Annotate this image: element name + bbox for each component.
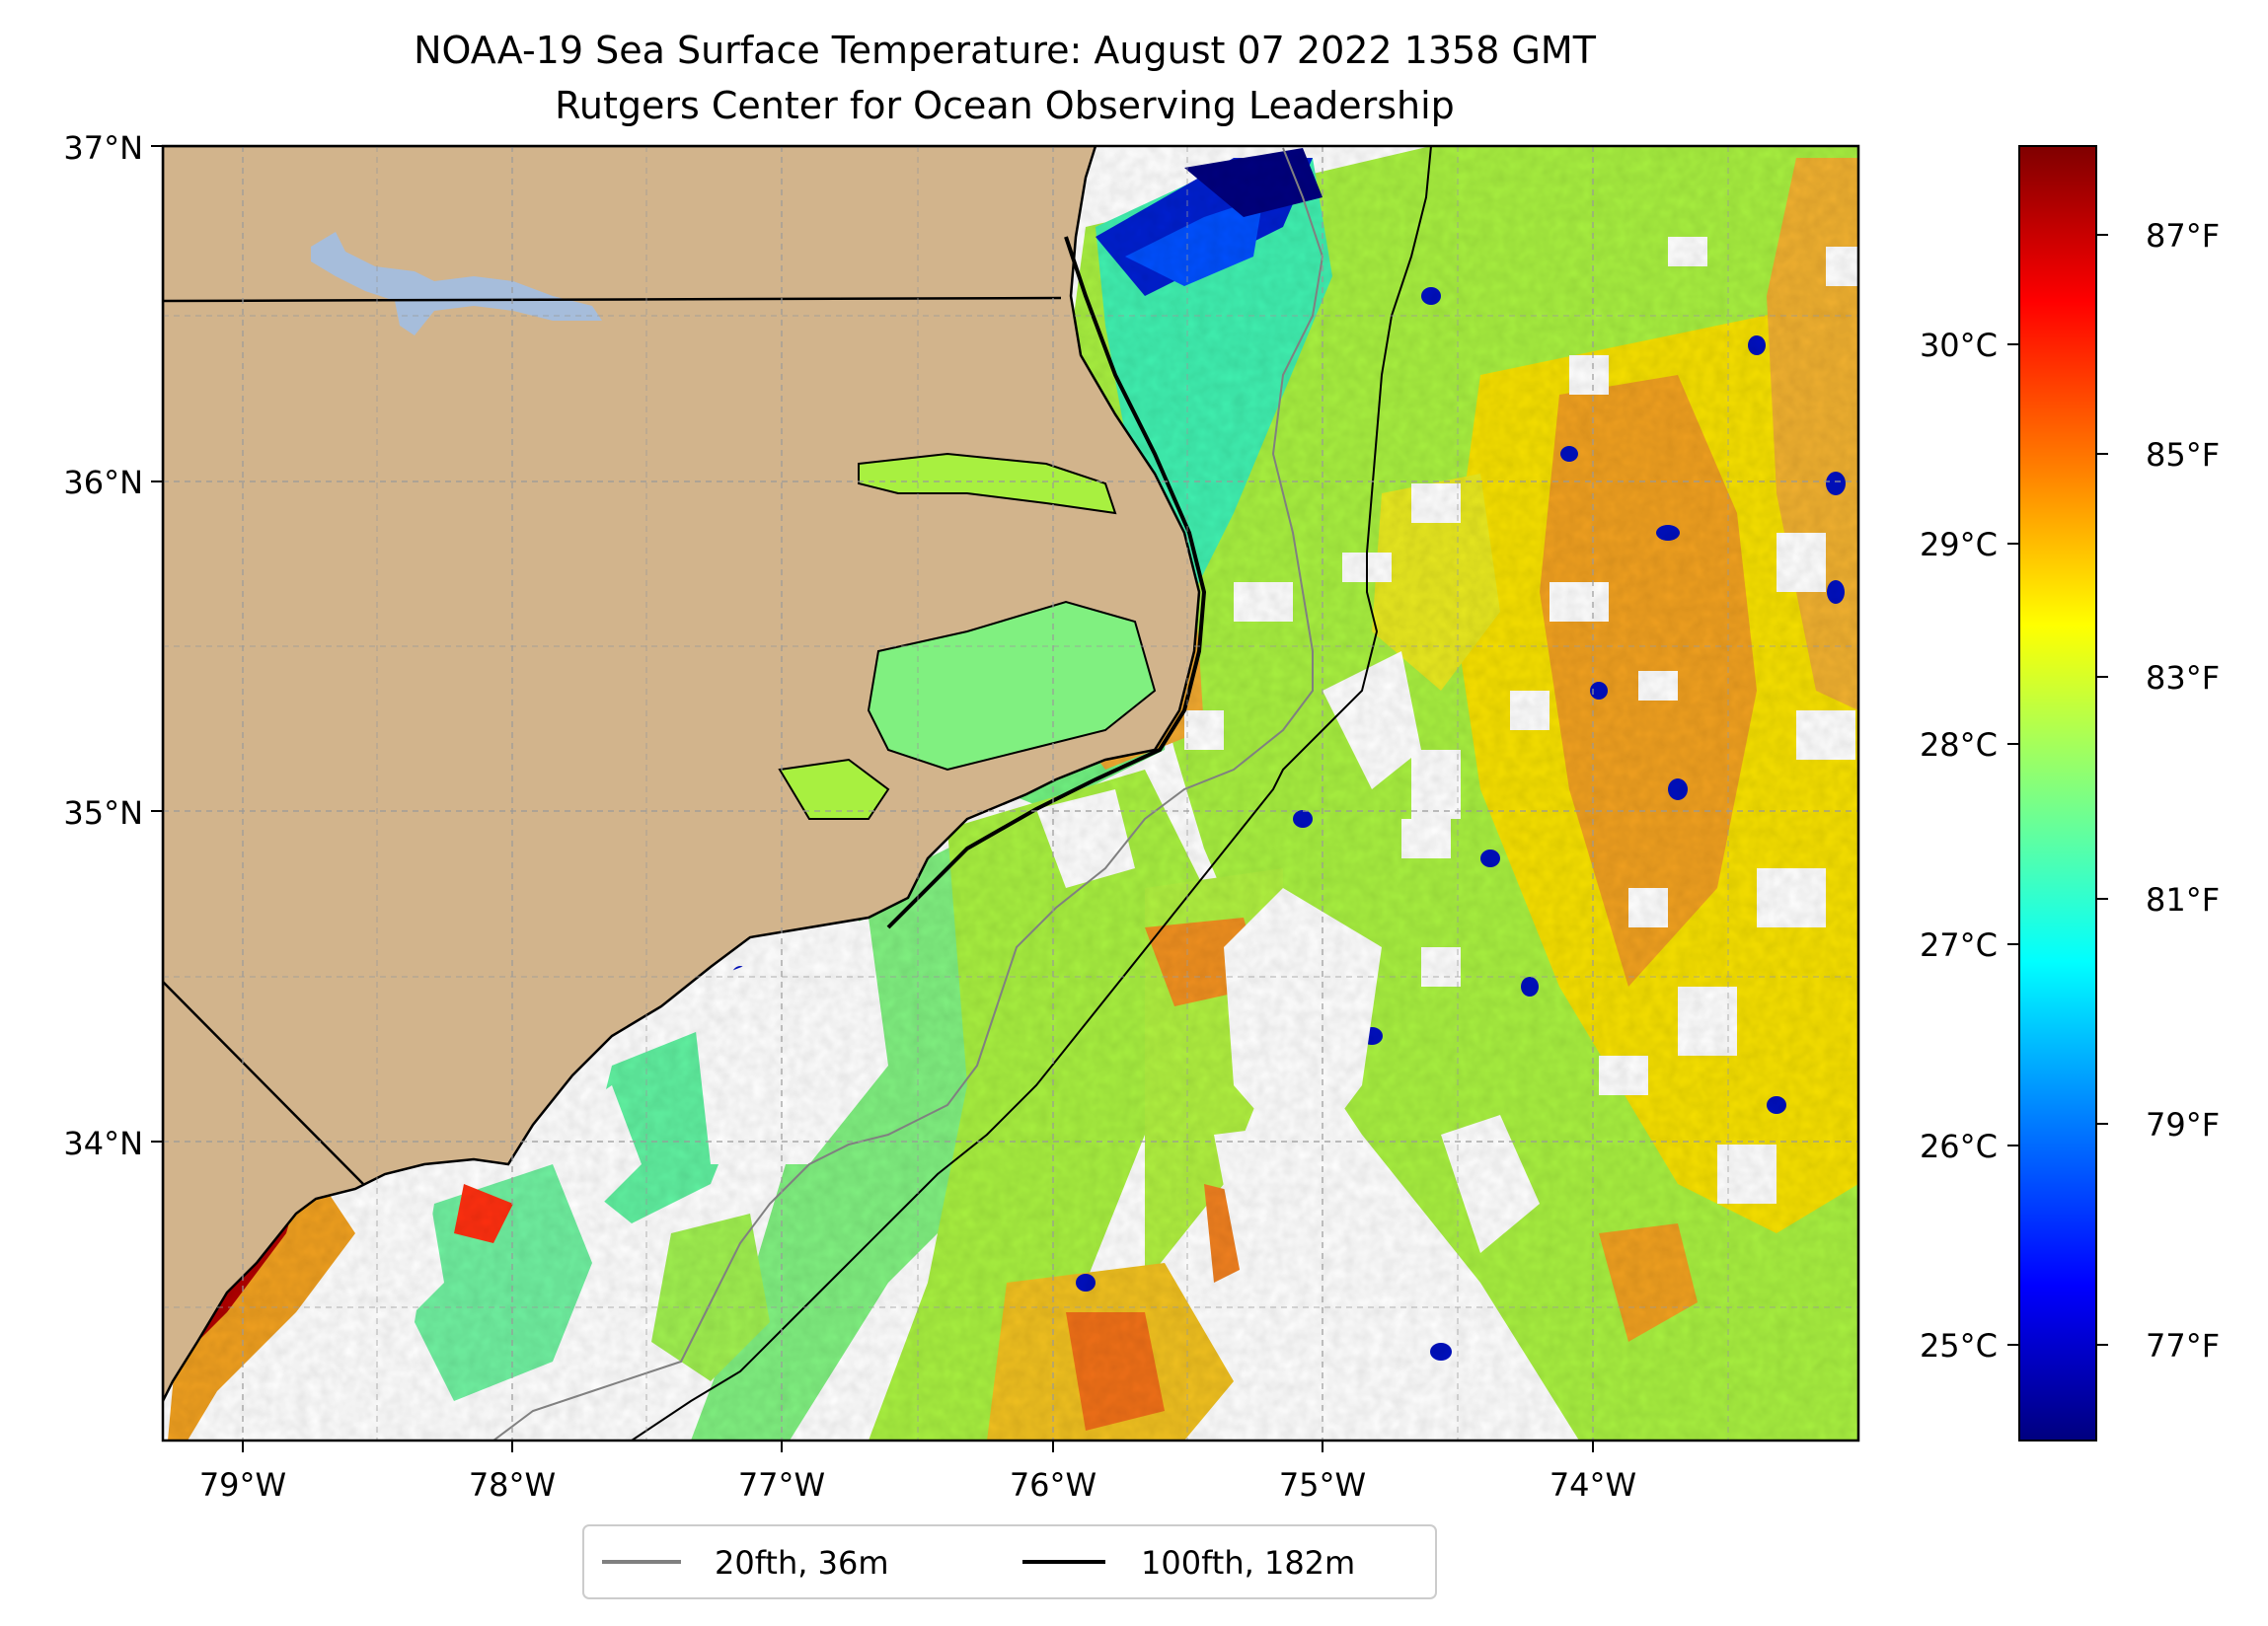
legend-label-20fth: 20fth, 36m bbox=[715, 1544, 888, 1582]
colorbar-label-85f: 85°F bbox=[2146, 436, 2220, 474]
lon-label-76w: 76°W bbox=[1010, 1466, 1096, 1504]
lon-label-79w: 79°W bbox=[199, 1466, 286, 1504]
legend-box bbox=[582, 1524, 1437, 1599]
colorbar-label-28c: 28°C bbox=[1920, 726, 1998, 764]
lon-label-78w: 78°W bbox=[469, 1466, 556, 1504]
outer-banks bbox=[886, 236, 1207, 929]
state-border-va-nc bbox=[163, 296, 1062, 303]
map-title-line1: NOAA-19 Sea Surface Temperature: August … bbox=[414, 29, 1597, 72]
colorbar-label-25c: 25°C bbox=[1920, 1327, 1998, 1365]
lat-label-34n: 34°N bbox=[63, 1125, 143, 1162]
colorbar-label-83f: 83°F bbox=[2146, 659, 2220, 697]
lon-label-74w: 74°W bbox=[1550, 1466, 1636, 1504]
colorbar-gradient bbox=[2018, 145, 2097, 1441]
lake bbox=[311, 232, 602, 335]
colorbar-label-29c: 29°C bbox=[1920, 526, 1998, 563]
map-title-line2: Rutgers Center for Ocean Observing Leade… bbox=[555, 84, 1455, 127]
colorbar-label-81f: 81°F bbox=[2146, 881, 2220, 919]
legend-label-100fth: 100fth, 182m bbox=[1141, 1544, 1355, 1582]
colorbar-label-77f: 77°F bbox=[2146, 1327, 2220, 1365]
lat-label-36n: 36°N bbox=[63, 464, 143, 501]
legend: 20fth, 36m 100fth, 182m bbox=[582, 1524, 1437, 1599]
colorbar-label-30c: 30°C bbox=[1920, 327, 1998, 364]
lon-label-75w: 75°W bbox=[1279, 1466, 1366, 1504]
gridlines bbox=[163, 146, 1858, 1441]
colorbar-label-87f: 87°F bbox=[2146, 217, 2220, 255]
state-border-nc-sc bbox=[163, 981, 364, 1185]
map-frame bbox=[161, 144, 1860, 1442]
albemarle-sound bbox=[858, 452, 1117, 515]
colorbar-label-26c: 26°C bbox=[1920, 1128, 1998, 1165]
pamlico-sound bbox=[867, 600, 1157, 772]
lon-label-77w: 77°W bbox=[738, 1466, 825, 1504]
lat-label-35n: 35°N bbox=[63, 794, 143, 832]
colorbar-label-27c: 27°C bbox=[1920, 926, 1998, 964]
lat-label-37n: 37°N bbox=[63, 129, 143, 167]
colorbar: 30°C 29°C 28°C 27°C 26°C 25°C 87°F 85°F … bbox=[1920, 145, 2220, 1441]
sst-map bbox=[163, 146, 1858, 1441]
colorbar-label-79f: 79°F bbox=[2146, 1106, 2220, 1144]
isobath-100fth bbox=[631, 146, 1432, 1441]
isobath-20fth bbox=[492, 147, 1324, 1441]
axis-ticks bbox=[151, 145, 1594, 1452]
